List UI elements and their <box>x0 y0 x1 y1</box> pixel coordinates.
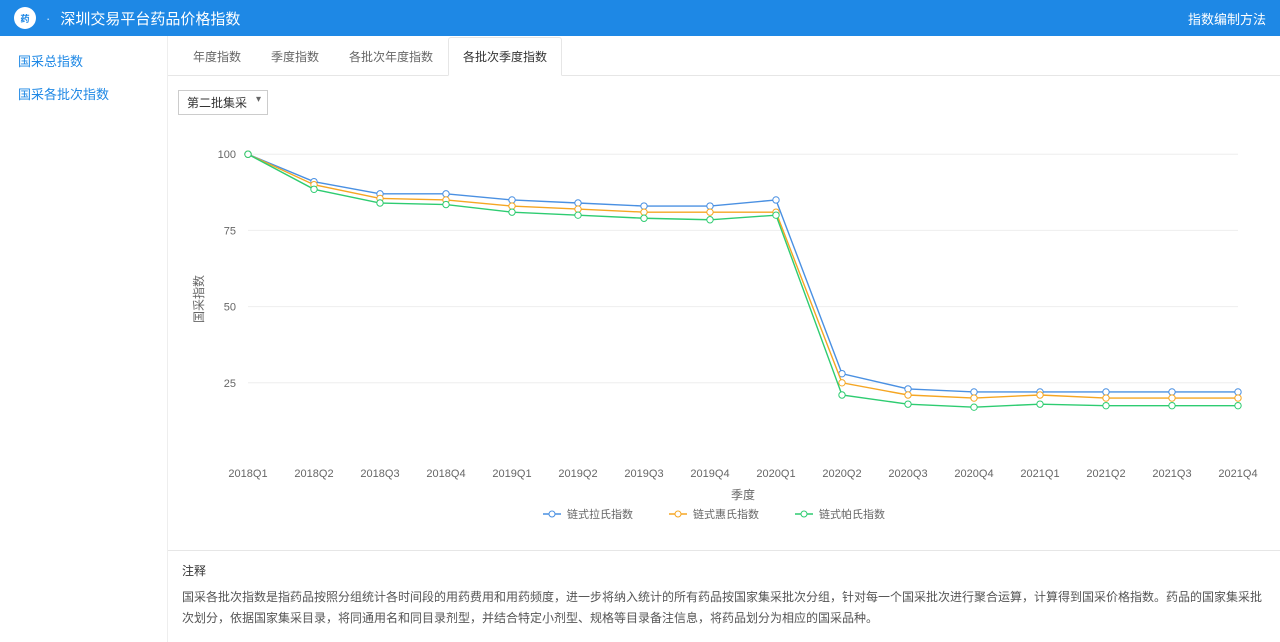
data-point <box>707 203 713 209</box>
svg-text:2019Q2: 2019Q2 <box>558 468 597 480</box>
svg-text:2020Q4: 2020Q4 <box>954 468 993 480</box>
svg-text:链式惠氏指数: 链式惠氏指数 <box>693 507 759 519</box>
svg-text:2018Q4: 2018Q4 <box>426 468 465 480</box>
method-link[interactable]: 指数编制方法 <box>1188 9 1266 28</box>
svg-text:2021Q3: 2021Q3 <box>1152 468 1191 480</box>
data-point <box>773 197 779 203</box>
data-point <box>443 191 449 197</box>
data-point <box>707 209 713 215</box>
data-point <box>245 151 251 157</box>
dot-icon: · <box>46 11 50 26</box>
svg-text:75: 75 <box>224 225 236 237</box>
svg-text:2020Q1: 2020Q1 <box>756 468 795 480</box>
data-point <box>971 404 977 410</box>
data-point <box>443 201 449 207</box>
svg-text:国采指数: 国采指数 <box>191 275 206 323</box>
sidebar-item-batch-index[interactable]: 国采各批次指数 <box>0 77 167 110</box>
data-point <box>1103 389 1109 395</box>
panel: 年度指数季度指数各批次年度指数各批次季度指数 第二批集采 25 50 75 100 20… <box>168 36 1280 642</box>
svg-text:2018Q1: 2018Q1 <box>228 468 267 480</box>
svg-text:2018Q2: 2018Q2 <box>294 468 333 480</box>
svg-text:2021Q1: 2021Q1 <box>1020 468 1059 480</box>
data-point <box>641 203 647 209</box>
data-point <box>707 217 713 223</box>
notes-section: 注释 国采各批次指数是指药品按照分组统计各时间段的用药费用和用药频度，进一步将纳… <box>168 550 1280 642</box>
notes-body: 国采各批次指数是指药品按照分组统计各时间段的用药费用和用药频度，进一步将纳入统计… <box>182 587 1266 628</box>
data-point <box>509 197 515 203</box>
app-header: 药 · 深圳交易平台药品价格指数 指数编制方法 <box>0 0 1280 36</box>
content-area: 年度指数季度指数各批次年度指数各批次季度指数 第二批集采 25 50 75 100 20… <box>168 36 1280 642</box>
svg-text:2019Q3: 2019Q3 <box>624 468 663 480</box>
svg-text:链式帕氏指数: 链式帕氏指数 <box>819 507 885 519</box>
notes-title: 注释 <box>182 561 1266 581</box>
tab-bar: 年度指数季度指数各批次年度指数各批次季度指数 <box>168 36 1280 76</box>
data-point <box>971 389 977 395</box>
data-point <box>1103 402 1109 408</box>
sidebar: 国采总指数 国采各批次指数 <box>0 36 168 642</box>
data-point <box>377 200 383 206</box>
data-point <box>1235 395 1241 401</box>
data-point <box>905 401 911 407</box>
data-point <box>773 212 779 218</box>
data-point <box>575 212 581 218</box>
data-point <box>1169 402 1175 408</box>
svg-text:2021Q4: 2021Q4 <box>1218 468 1257 480</box>
tab-0[interactable]: 年度指数 <box>178 37 256 76</box>
series-line <box>248 154 1238 407</box>
main-layout: 国采总指数 国采各批次指数 年度指数季度指数各批次年度指数各批次季度指数 第二批… <box>0 36 1280 642</box>
data-point <box>839 392 845 398</box>
data-point <box>839 380 845 386</box>
svg-text:50: 50 <box>224 302 236 314</box>
data-point <box>1235 402 1241 408</box>
data-point <box>1037 401 1043 407</box>
series-line <box>248 154 1238 398</box>
line-chart: 25 50 75 100 2018Q1 2018Q2 2018Q3 2018Q4 2019Q1 2… <box>178 119 1258 519</box>
svg-text:2020Q2: 2020Q2 <box>822 468 861 480</box>
data-point <box>311 186 317 192</box>
svg-text:2019Q4: 2019Q4 <box>690 468 729 480</box>
batch-select[interactable]: 第二批集采 <box>178 90 268 115</box>
tab-1[interactable]: 季度指数 <box>256 37 334 76</box>
chart-container: 25 50 75 100 2018Q1 2018Q2 2018Q3 2018Q4 2019Q1 2… <box>168 119 1280 550</box>
data-point <box>509 209 515 215</box>
data-point <box>641 215 647 221</box>
svg-text:2019Q1: 2019Q1 <box>492 468 531 480</box>
toolbar: 第二批集采 <box>168 76 1280 119</box>
data-point <box>1169 395 1175 401</box>
header-left: 药 · 深圳交易平台药品价格指数 <box>14 7 240 29</box>
svg-text:100: 100 <box>218 149 236 161</box>
svg-text:2018Q3: 2018Q3 <box>360 468 399 480</box>
data-point <box>575 206 581 212</box>
data-point <box>905 386 911 392</box>
data-point <box>1037 392 1043 398</box>
tab-3[interactable]: 各批次季度指数 <box>448 37 562 76</box>
sidebar-item-total-index[interactable]: 国采总指数 <box>0 44 167 77</box>
data-point <box>575 200 581 206</box>
svg-text:2021Q2: 2021Q2 <box>1086 468 1125 480</box>
logo-icon: 药 <box>14 7 36 29</box>
svg-text:2020Q3: 2020Q3 <box>888 468 927 480</box>
data-point <box>1103 395 1109 401</box>
svg-text:25: 25 <box>224 378 236 390</box>
page-title: 深圳交易平台药品价格指数 <box>60 8 240 29</box>
data-point <box>1235 389 1241 395</box>
svg-text:季度: 季度 <box>731 487 755 502</box>
tab-2[interactable]: 各批次年度指数 <box>334 37 448 76</box>
data-point <box>971 395 977 401</box>
data-point <box>641 209 647 215</box>
svg-text:链式拉氏指数: 链式拉氏指数 <box>567 507 633 519</box>
data-point <box>1169 389 1175 395</box>
data-point <box>905 392 911 398</box>
series-line <box>248 154 1238 392</box>
data-point <box>509 203 515 209</box>
